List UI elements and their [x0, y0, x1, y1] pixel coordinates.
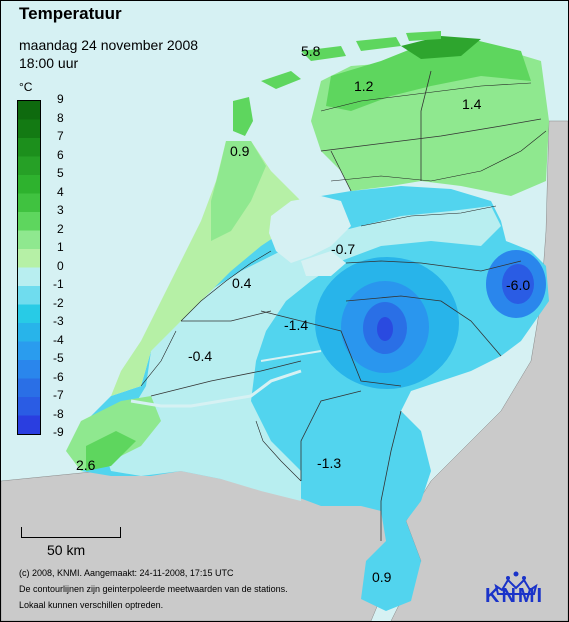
legend-tick-label: 0	[57, 258, 64, 273]
map-value-label: -6.0	[506, 277, 531, 293]
map-value-label: -1.3	[317, 455, 342, 471]
map-value-label: -0.4	[188, 348, 213, 364]
province-borders	[150, 70, 542, 541]
scale-bar	[21, 527, 121, 538]
page-title: Temperatuur	[19, 4, 122, 23]
scale-label: 50 km	[47, 542, 86, 558]
markermeer	[301, 251, 346, 276]
credit-line: De contourlijnen zijn geinterpoleerde me…	[19, 584, 288, 594]
legend-tick-label: 5	[57, 166, 64, 180]
map-value-label: 5.8	[301, 43, 321, 59]
river	[130, 369, 302, 408]
map-value-label: 0.9	[372, 569, 392, 585]
legend-tick-label: -8	[53, 406, 64, 421]
west-green-zone	[111, 141, 301, 396]
legend-tick-label: 3	[57, 203, 64, 217]
time-label: 18:00 uur	[19, 55, 79, 71]
contour-lines	[140, 82, 547, 482]
legend-tick-label: -5	[53, 351, 64, 365]
legend-tick-label: 1	[57, 240, 64, 254]
map-value-label: 0.9	[230, 143, 250, 159]
map-value-label: 1.4	[462, 96, 482, 112]
legend-tick-label: 2	[57, 221, 64, 236]
map-value-label: 1.2	[354, 78, 374, 94]
legend-tick-label: 4	[57, 184, 64, 199]
legend-unit: °C	[19, 80, 33, 94]
crown-icon	[494, 571, 538, 595]
legend-tick-label: -9	[53, 425, 64, 439]
legend-tick-label: -4	[53, 332, 64, 347]
legend-tick-label: 7	[57, 129, 64, 143]
wadden-islands	[233, 97, 253, 136]
map-value-label: -1.4	[284, 317, 309, 333]
knmi-logo: KNMI	[485, 585, 545, 607]
legend-tick-label: -1	[53, 277, 64, 291]
legend-tick-label: 6	[57, 147, 64, 162]
legend-tick-label: -3	[53, 314, 64, 328]
ijsselmeer	[269, 196, 351, 263]
map-value-label: 2.6	[76, 457, 96, 473]
legend-tick-label: 8	[57, 110, 64, 125]
legend-color-bar	[17, 100, 41, 435]
credit-line: (c) 2008, KNMI. Aangemaakt: 24-11-2008, …	[19, 568, 234, 578]
legend-tick-label: -2	[53, 295, 64, 310]
map-value-label: 0.4	[232, 275, 252, 291]
map-value-label: -0.7	[331, 241, 356, 257]
date-label: maandag 24 november 2008	[19, 37, 199, 53]
legend-tick-label: -7	[53, 388, 64, 402]
legend-tick-label: 9	[57, 92, 64, 106]
pale-cyan-zone	[101, 206, 501, 501]
legend-tick-label: -6	[53, 369, 64, 384]
credit-line: Lokaal kunnen verschillen optreden.	[19, 600, 164, 610]
